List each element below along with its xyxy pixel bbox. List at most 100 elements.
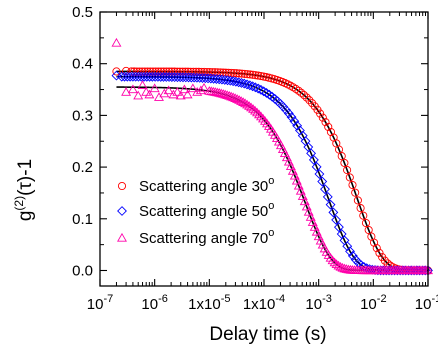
plot-frame: [99, 11, 429, 287]
data-point-triangle: [309, 222, 320, 231]
data-point-diamond: [239, 78, 250, 89]
y-tick-label: 0.3: [72, 107, 93, 124]
x-tick-label: 10-6: [141, 293, 167, 313]
data-point-diamond: [356, 260, 367, 271]
data-point-triangle: [179, 84, 190, 94]
y-tick-label: 0.0: [72, 262, 93, 279]
data-point-triangle: [182, 89, 193, 99]
data-point-triangle: [252, 107, 263, 117]
data-point-circle: [294, 86, 303, 95]
data-point-triangle: [289, 170, 300, 180]
data-point-circle: [375, 248, 384, 258]
data-point-triangle: [256, 111, 266, 121]
data-point-circle: [127, 67, 136, 76]
data-point-triangle: [244, 101, 255, 110]
data-point-triangle: [199, 82, 210, 92]
data-point-diamond: [308, 154, 319, 165]
data-point-circle: [112, 67, 121, 76]
data-point-circle: [229, 69, 238, 78]
data-point-circle: [259, 72, 268, 81]
data-point-triangle: [234, 95, 245, 104]
data-point-triangle: [133, 90, 144, 100]
data-point-circle: [299, 91, 309, 100]
data-point-triangle: [305, 212, 316, 221]
data-point-triangle: [303, 206, 314, 216]
data-point-triangle: [299, 196, 310, 206]
data-point-circle: [351, 188, 360, 197]
data-point-triangle: [327, 255, 338, 265]
data-point-triangle: [325, 252, 336, 262]
data-point-triangle: [301, 201, 312, 211]
y-tick-label: 0.1: [72, 211, 93, 228]
x-tick-label: 10-2: [360, 293, 386, 313]
x-tick-label: 10-1: [415, 293, 438, 313]
data-point-triangle: [168, 89, 179, 99]
data-point-circle: [353, 196, 362, 205]
data-point-circle: [326, 127, 335, 137]
data-point-triangle: [192, 87, 203, 96]
data-point-diamond: [317, 176, 328, 187]
data-point-diamond: [264, 89, 275, 100]
data-point-diamond: [286, 112, 297, 123]
data-point-diamond: [331, 214, 342, 225]
data-point-diamond: [281, 105, 291, 115]
data-point-circle: [324, 122, 333, 131]
data-point-circle: [251, 71, 260, 80]
y-tick-label: 0.4: [72, 56, 93, 73]
legend-marker-triangle: [117, 232, 127, 242]
data-point-diamond: [256, 84, 266, 95]
data-point-diamond: [228, 76, 239, 87]
legend-label-1: Scattering angle 30o: [139, 175, 274, 195]
legend-marker-diamond: [117, 206, 127, 216]
data-point-diamond: [314, 169, 325, 179]
data-point-triangle: [144, 89, 155, 99]
data-point-triangle: [226, 91, 237, 101]
data-point-diamond: [306, 148, 317, 159]
data-point-diamond: [225, 75, 236, 86]
data-point-diamond: [261, 88, 272, 98]
data-point-triangle: [246, 102, 257, 112]
data-point-triangle: [307, 217, 318, 226]
data-point-triangle: [222, 90, 233, 99]
data-point-circle: [243, 70, 252, 79]
data-point-diamond: [345, 246, 355, 257]
y-axis-label-sup: (2): [12, 196, 26, 211]
data-point-triangle: [248, 104, 259, 113]
data-point-diamond: [289, 116, 300, 127]
data-point-triangle: [238, 97, 249, 106]
data-point-triangle: [258, 113, 268, 123]
data-point-circle: [291, 84, 300, 93]
data-point-diamond: [111, 70, 122, 81]
data-point-triangle: [293, 180, 304, 190]
data-point-diamond: [242, 79, 252, 90]
legend-label-3: Scattering angle 70o: [139, 227, 274, 247]
data-point-triangle: [137, 80, 148, 90]
data-point-circle: [340, 158, 349, 167]
data-point-diamond: [333, 222, 344, 233]
data-point-triangle: [127, 84, 138, 94]
data-point-circle: [248, 70, 257, 79]
data-point-triangle: [175, 90, 186, 100]
data-point-circle: [132, 67, 141, 76]
data-point-circle: [232, 69, 241, 78]
data-point-triangle: [163, 85, 174, 95]
data-point-triangle: [236, 96, 247, 105]
data-point-triangle: [250, 105, 261, 115]
data-point-diamond: [247, 81, 258, 92]
data-point-triangle: [287, 166, 298, 175]
data-point-triangle: [242, 99, 253, 109]
data-point-circle: [135, 67, 144, 76]
data-point-circle: [256, 71, 265, 81]
data-point-circle: [138, 67, 147, 76]
legend-label-2: Scattering angle 50o: [139, 200, 274, 220]
data-point-triangle: [232, 94, 243, 103]
data-point-triangle: [240, 98, 251, 108]
y-tick-label: 0.2: [72, 159, 93, 176]
data-point-diamond: [311, 161, 322, 172]
data-point-circle: [321, 118, 330, 127]
x-tick-label: 1x10-5: [188, 293, 230, 313]
data-point-circle: [240, 69, 249, 78]
data-point-triangle: [187, 83, 198, 93]
